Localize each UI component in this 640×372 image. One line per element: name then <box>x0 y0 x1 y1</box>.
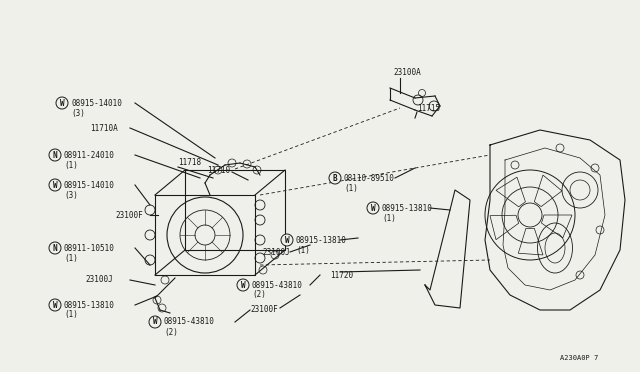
Text: 08915-14010: 08915-14010 <box>64 180 115 189</box>
Circle shape <box>281 234 293 246</box>
Text: 08915-14010: 08915-14010 <box>71 99 122 108</box>
Text: 08911-10510: 08911-10510 <box>64 244 115 253</box>
Circle shape <box>329 172 341 184</box>
Text: W: W <box>371 203 375 212</box>
Text: 23100F: 23100F <box>115 211 143 219</box>
Text: 23100J: 23100J <box>85 276 113 285</box>
Text: (1): (1) <box>64 311 78 320</box>
Text: (3): (3) <box>64 190 78 199</box>
Circle shape <box>149 316 161 328</box>
Text: (1): (1) <box>296 246 310 254</box>
Text: 08915-13810: 08915-13810 <box>296 235 347 244</box>
Text: (2): (2) <box>164 327 178 337</box>
Circle shape <box>49 179 61 191</box>
Circle shape <box>56 97 68 109</box>
Text: N: N <box>52 244 58 253</box>
Text: 23100A: 23100A <box>393 67 420 77</box>
Text: 08915-43810: 08915-43810 <box>164 317 215 327</box>
Circle shape <box>49 242 61 254</box>
Text: B: B <box>333 173 337 183</box>
Text: (3): (3) <box>71 109 85 118</box>
Text: (1): (1) <box>64 160 78 170</box>
Text: 08911-24010: 08911-24010 <box>64 151 115 160</box>
Text: 11720: 11720 <box>330 270 353 279</box>
Text: 11710A: 11710A <box>90 124 118 132</box>
Text: 11710: 11710 <box>207 166 230 174</box>
Text: (1): (1) <box>344 183 358 192</box>
Text: N: N <box>52 151 58 160</box>
Circle shape <box>237 279 249 291</box>
Text: 08915-43810: 08915-43810 <box>252 280 303 289</box>
Text: W: W <box>52 301 58 310</box>
Circle shape <box>49 299 61 311</box>
Text: A230A0P 7: A230A0P 7 <box>560 355 598 361</box>
Circle shape <box>49 149 61 161</box>
Text: W: W <box>52 180 58 189</box>
Text: (2): (2) <box>252 291 266 299</box>
Text: W: W <box>153 317 157 327</box>
Circle shape <box>367 202 379 214</box>
Text: (1): (1) <box>64 253 78 263</box>
Text: 08110-89510: 08110-89510 <box>344 173 395 183</box>
Text: 08915-13810: 08915-13810 <box>382 203 433 212</box>
Text: 11718: 11718 <box>178 157 201 167</box>
Text: 11715: 11715 <box>417 103 440 112</box>
Text: W: W <box>285 235 289 244</box>
Text: 23100J: 23100J <box>262 247 290 257</box>
Text: W: W <box>241 280 245 289</box>
Text: (1): (1) <box>382 214 396 222</box>
Text: 08915-13810: 08915-13810 <box>64 301 115 310</box>
Text: W: W <box>60 99 64 108</box>
Text: 23100F: 23100F <box>250 305 278 314</box>
